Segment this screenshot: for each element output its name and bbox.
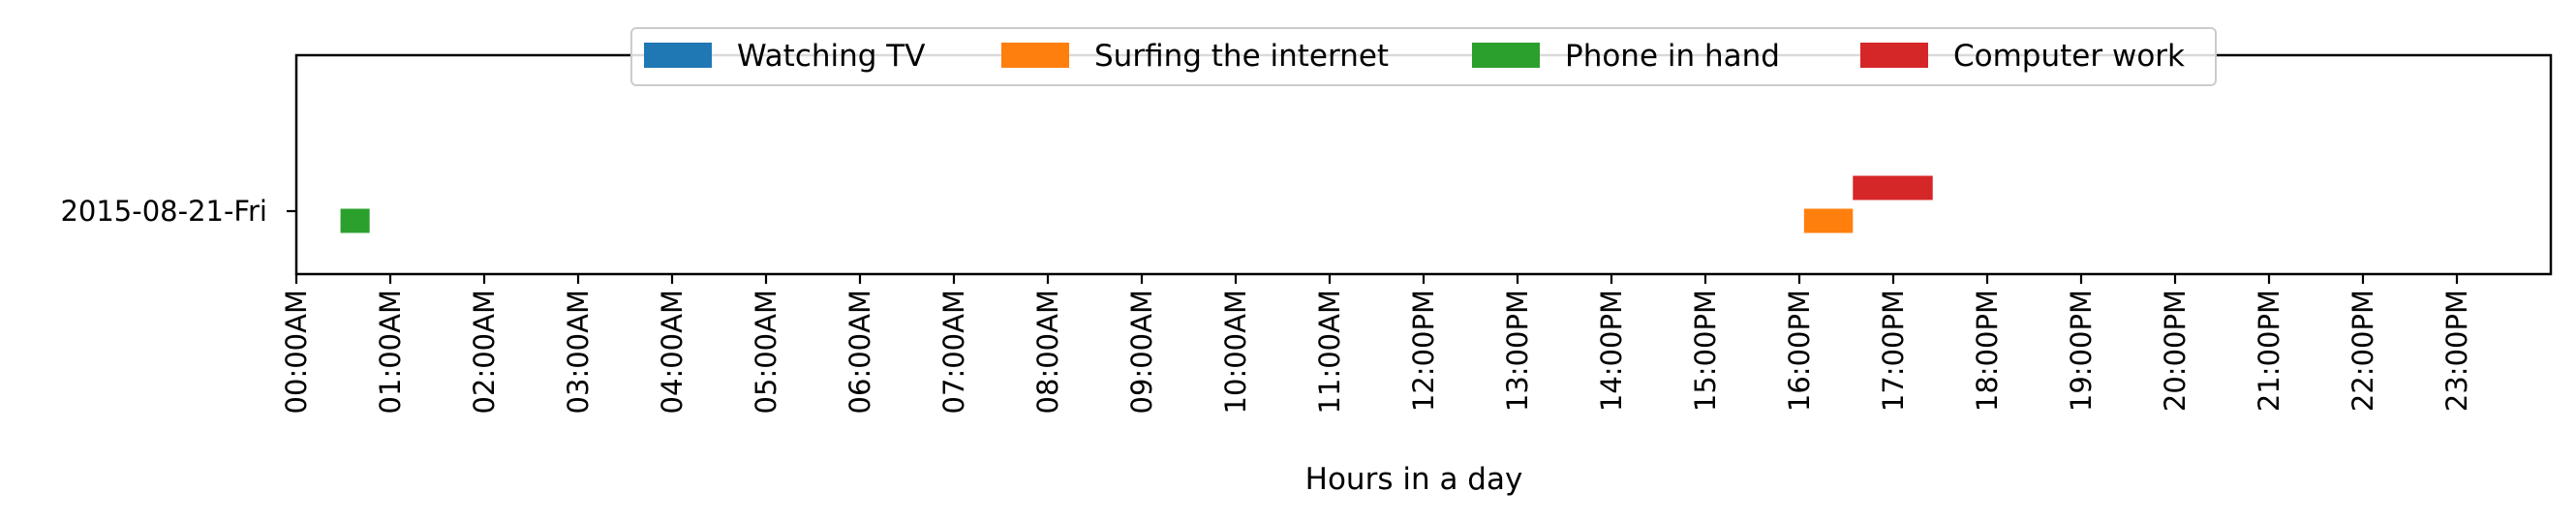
bars-layer bbox=[340, 175, 1933, 233]
plot-frame bbox=[294, 53, 2553, 276]
x-tick-label: 05:00AM bbox=[750, 290, 782, 414]
legend-label: Phone in hand bbox=[1565, 39, 1780, 74]
x-tick-label: 17:00PM bbox=[1877, 290, 1910, 412]
legend-label: Computer work bbox=[1953, 39, 2185, 74]
y-tick-label: 2015-08-21-Fri bbox=[60, 195, 267, 228]
x-tick-label: 12:00PM bbox=[1407, 290, 1440, 412]
legend-swatch bbox=[644, 43, 712, 68]
x-tick-label: 04:00AM bbox=[656, 290, 689, 414]
legend-swatch bbox=[1001, 43, 1069, 68]
x-tick-label: 01:00AM bbox=[374, 290, 407, 414]
x-tick-label: 03:00AM bbox=[562, 290, 595, 414]
x-tick-label: 08:00AM bbox=[1031, 290, 1064, 414]
x-tick-label: 09:00AM bbox=[1125, 290, 1158, 414]
x-tick-label: 00:00AM bbox=[280, 290, 313, 414]
x-tick-label: 22:00PM bbox=[2346, 290, 2379, 412]
x-tick-label: 15:00PM bbox=[1689, 290, 1722, 412]
x-tick-label: 02:00AM bbox=[468, 290, 501, 414]
x-tick-label: 20:00PM bbox=[2159, 290, 2192, 412]
x-tick-label: 10:00AM bbox=[1219, 290, 1252, 414]
x-tick-label: 14:00PM bbox=[1595, 290, 1628, 412]
x-tick-label: 19:00PM bbox=[2065, 290, 2098, 412]
x-tick-label: 07:00AM bbox=[937, 290, 970, 414]
x-tick-label: 23:00PM bbox=[2440, 290, 2473, 412]
x-ticks: 00:00AM 01:00AM 02:00AM 03:00AM 04:00AM 05:00… bbox=[280, 274, 2473, 414]
legend-label: Surfing the internet bbox=[1094, 39, 1389, 74]
legend: Watching TV Surfing the internet Phone in … bbox=[630, 27, 2217, 86]
legend-box bbox=[630, 27, 2217, 86]
legend-swatch bbox=[1860, 43, 1928, 68]
legend-swatch bbox=[1472, 43, 1540, 68]
y-ticks: 2015-08-21-Fri bbox=[60, 195, 296, 228]
x-tick-label: 13:00PM bbox=[1501, 290, 1534, 412]
x-tick-label: 16:00PM bbox=[1783, 290, 1816, 412]
x-tick-label: 18:00PM bbox=[1971, 290, 2004, 412]
legend-label: Watching TV bbox=[737, 39, 925, 74]
x-tick-label: 11:00AM bbox=[1313, 290, 1346, 414]
bar-computer-work bbox=[1853, 175, 1933, 200]
x-tick-label: 06:00AM bbox=[843, 290, 876, 414]
bar-surfing-the-internet bbox=[1803, 208, 1854, 233]
bar-phone-in-hand bbox=[340, 208, 370, 233]
x-tick-label: 21:00PM bbox=[2253, 290, 2285, 412]
x-axis-label: Hours in a day bbox=[1305, 462, 1523, 497]
